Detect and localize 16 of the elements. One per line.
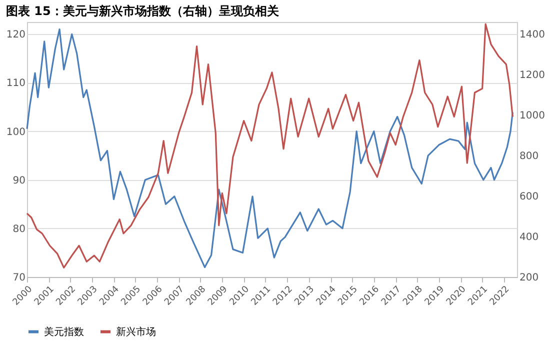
y-tick-label: 80 bbox=[12, 224, 26, 235]
legend-label: 新兴市场 bbox=[116, 326, 156, 338]
y-tick-label: 70 bbox=[12, 272, 26, 284]
y-tick-label: 90 bbox=[12, 175, 26, 186]
y-tick-label: 120 bbox=[6, 30, 26, 41]
chart-title: 图表 15：美元与新兴市场指数（右轴）呈现负相关 bbox=[6, 4, 280, 18]
y-tick-label: 100 bbox=[6, 126, 26, 138]
legend-label: 美元指数 bbox=[44, 326, 84, 338]
y2-tick-label: 400 bbox=[520, 232, 539, 244]
y2-tick-label: 600 bbox=[520, 192, 539, 203]
y-tick-label: 110 bbox=[6, 78, 26, 90]
y2-tick-label: 200 bbox=[520, 272, 539, 284]
y2-tick-label: 1400 bbox=[520, 30, 545, 41]
y2-tick-label: 1200 bbox=[520, 70, 545, 82]
y2-tick-label: 1000 bbox=[520, 110, 545, 122]
y2-tick-label: 800 bbox=[520, 151, 539, 162]
